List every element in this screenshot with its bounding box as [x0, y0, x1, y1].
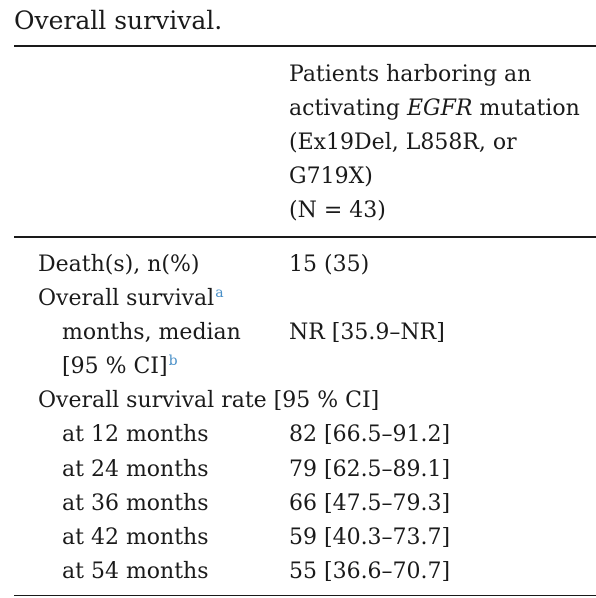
footnote-b-link[interactable]: b — [168, 352, 178, 369]
deaths-label: Death(s), n(%) — [38, 252, 200, 277]
header-activating: activating — [289, 96, 400, 121]
header-rule — [14, 236, 596, 238]
top-rule — [14, 45, 596, 47]
m36-label: at 36 months — [62, 491, 209, 516]
m36-value: 66 [47.5–79.3] — [289, 491, 451, 516]
os-label: Overall survival — [38, 286, 215, 311]
column-header: Patients harboring an activating EGFR mu… — [289, 58, 589, 228]
header-gene: EGFR — [407, 96, 473, 121]
median-label-line2: [95 % CI] — [62, 354, 168, 379]
median-value: NR [35.9–NR] — [289, 320, 445, 345]
header-line-1: Patients harboring an — [289, 62, 532, 87]
table-caption: Overall survival. — [14, 6, 223, 35]
deaths-value: 15 (35) — [289, 252, 370, 277]
rate-label: Overall survival rate [95 % CI] — [38, 388, 380, 413]
header-line-5: (N = 43) — [289, 198, 386, 223]
m42-value: 59 [40.3–73.7] — [289, 525, 451, 550]
m54-label: at 54 months — [62, 559, 209, 584]
median-label-line1: months, median — [62, 320, 241, 345]
header-line-3: (Ex19Del, L858R, or — [289, 130, 517, 155]
m12-value: 82 [66.5–91.2] — [289, 422, 451, 447]
header-line-2: activating EGFR mutation — [289, 92, 589, 126]
os-label-row: Overall survivala — [38, 282, 224, 316]
m42-label: at 42 months — [62, 525, 209, 550]
header-line-4: G719X) — [289, 164, 373, 189]
m54-value: 55 [36.6–70.7] — [289, 559, 451, 584]
median-label-line2-row: [95 % CI]b — [62, 350, 178, 384]
m24-label: at 24 months — [62, 457, 209, 482]
m24-value: 79 [62.5–89.1] — [289, 457, 451, 482]
bottom-rule — [14, 595, 596, 596]
m12-label: at 12 months — [62, 422, 209, 447]
footnote-a-link[interactable]: a — [215, 284, 224, 301]
header-mutation: mutation — [479, 96, 580, 121]
